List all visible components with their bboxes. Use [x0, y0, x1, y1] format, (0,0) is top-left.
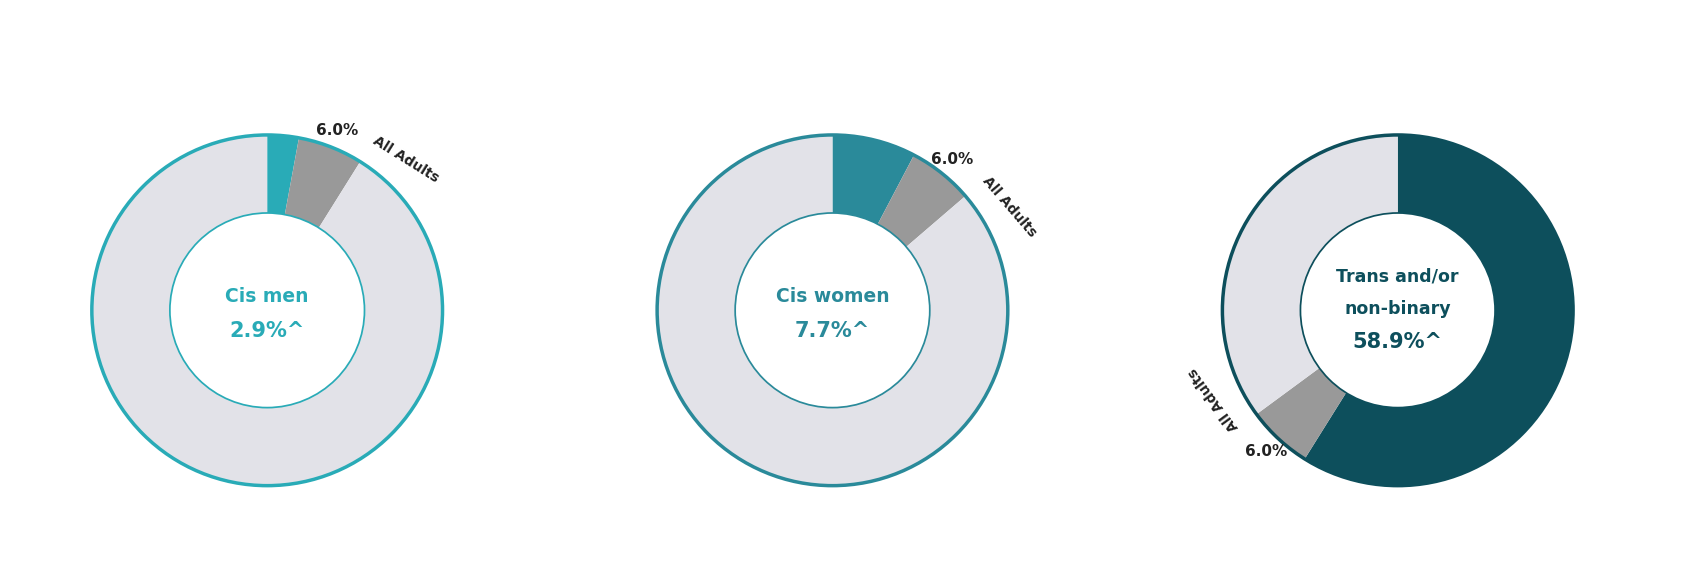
Wedge shape	[284, 138, 360, 228]
Text: 6.0%: 6.0%	[932, 152, 974, 167]
Text: 7.7%^: 7.7%^	[796, 321, 870, 341]
Text: All Adults: All Adults	[371, 133, 442, 185]
Text: 6.0%: 6.0%	[316, 123, 359, 138]
Wedge shape	[658, 135, 1008, 486]
Text: All Adults: All Adults	[1185, 365, 1241, 434]
Text: 6.0%: 6.0%	[1246, 444, 1287, 460]
Wedge shape	[267, 135, 299, 215]
Text: non-binary: non-binary	[1345, 299, 1452, 318]
Wedge shape	[92, 135, 442, 486]
Circle shape	[736, 214, 928, 407]
Wedge shape	[1256, 367, 1346, 459]
Wedge shape	[1304, 135, 1572, 486]
Text: Cis women: Cis women	[775, 287, 889, 306]
Wedge shape	[833, 135, 915, 225]
Wedge shape	[877, 155, 966, 248]
Text: Trans and/or: Trans and/or	[1336, 268, 1459, 286]
Text: All Adults: All Adults	[981, 174, 1039, 240]
Text: 58.9%^: 58.9%^	[1353, 332, 1443, 352]
Wedge shape	[1222, 135, 1397, 414]
Text: Cis men: Cis men	[226, 287, 309, 306]
Text: 2.9%^: 2.9%^	[230, 321, 304, 341]
Circle shape	[170, 214, 364, 407]
Circle shape	[1300, 214, 1494, 407]
